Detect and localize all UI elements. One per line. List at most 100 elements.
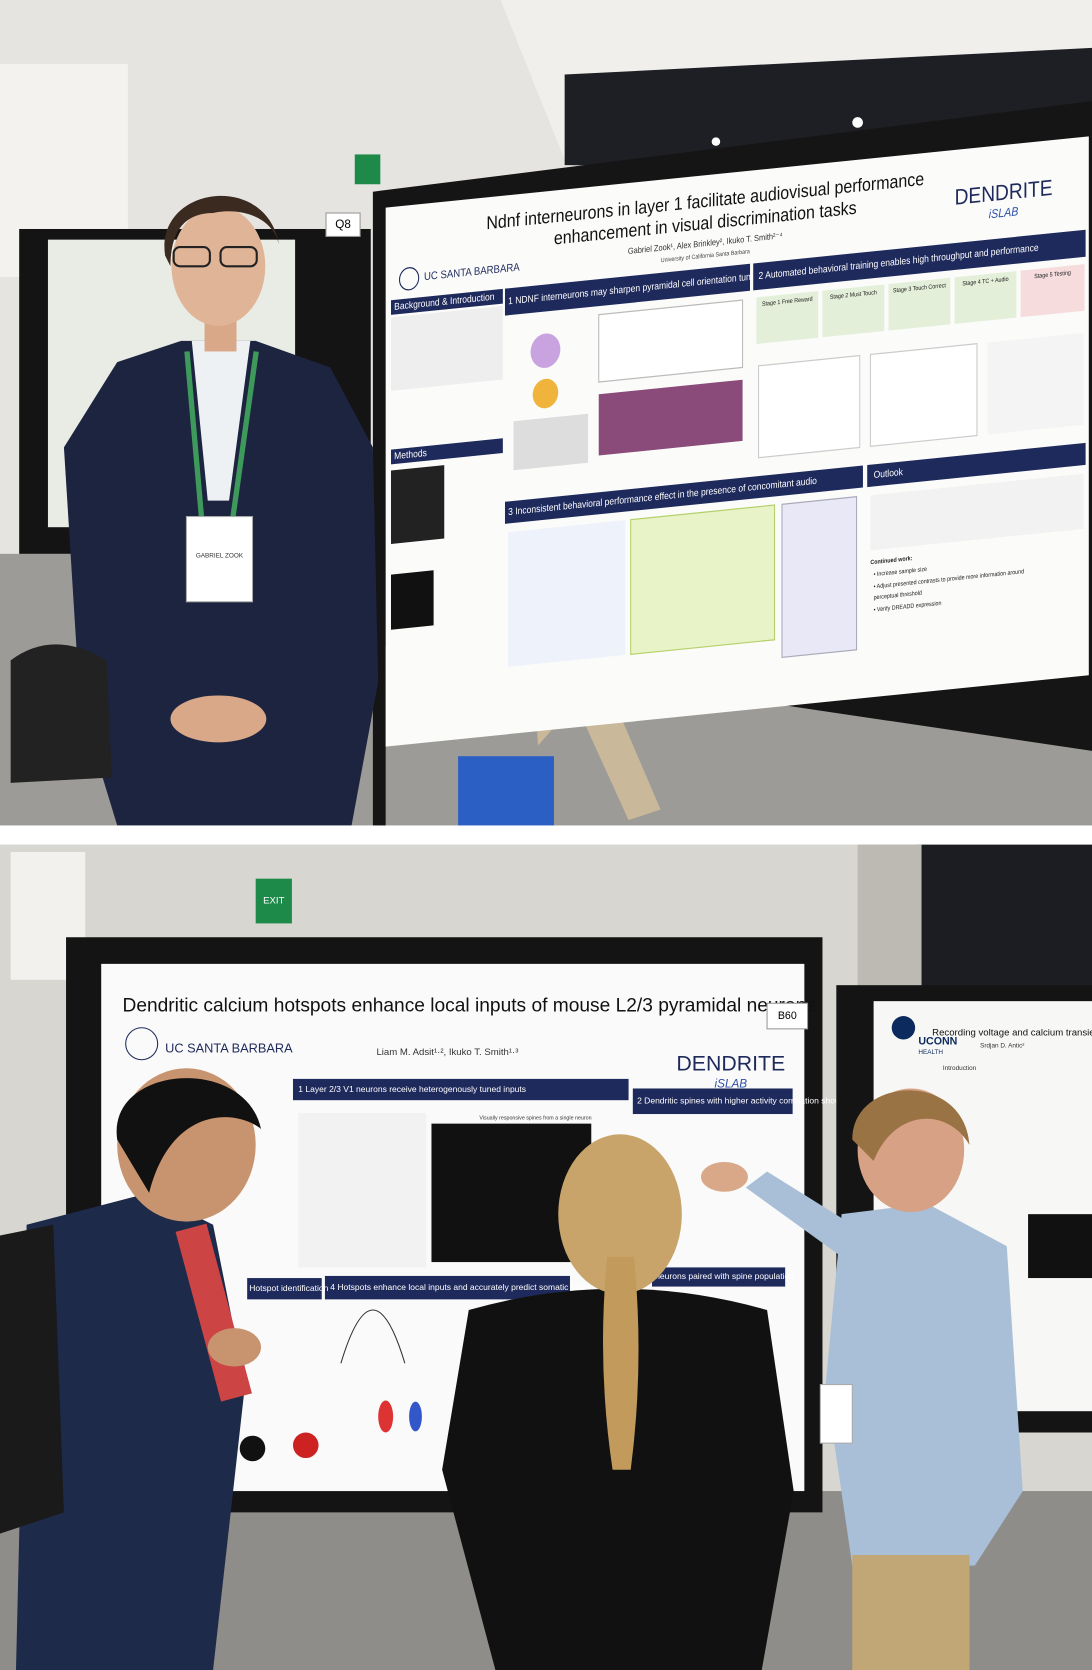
visitor-left [0,1068,262,1670]
neighbor-authors: Srdjan D. Antic² [980,1043,1024,1050]
figure [869,342,978,447]
figure [508,520,626,667]
hair [558,1134,682,1295]
shirt [825,1203,1023,1566]
section-header [753,229,1086,291]
section-header [324,1275,570,1300]
stage-box [756,291,819,344]
figure [1028,1214,1092,1279]
university: UC SANTA BARBARA [165,1040,293,1055]
pie [239,1435,266,1462]
trousers [852,1554,970,1670]
section-header [652,1267,786,1287]
shirt [442,1288,794,1670]
lanyard [184,351,205,522]
bullet: perceptual threshold [874,590,922,601]
stage-box [954,271,1017,324]
section-header [867,442,1086,488]
stage-label: Stage 4 TC + Audio [962,277,1008,288]
figure [781,496,858,659]
stages: Stage 1 Free Reward Stage 2 Must Touch S… [756,264,1085,344]
presenter [701,1088,1023,1670]
lanyard [229,351,259,521]
figure [630,504,776,656]
exit-sign [354,154,381,185]
stage-box [1020,264,1085,318]
backpack [0,1224,64,1534]
text-block [870,473,1084,551]
presenter: GABRIEL ZOOK [63,195,379,826]
stage-box [888,277,951,331]
university-sub: HEALTH [918,1049,943,1056]
panel-label: Visually responsive spines from a single… [479,1116,591,1122]
face [171,206,266,326]
sleeve [745,1171,853,1257]
table [513,413,589,471]
jacket [15,1192,246,1670]
seal [398,267,420,291]
glasses [219,246,258,268]
lab-name: DENDRITE [676,1052,785,1076]
sign [325,212,361,237]
violin [378,1400,394,1433]
badge [185,516,254,603]
figure [987,332,1084,435]
hair [852,1090,970,1161]
stage-label: Stage 2 Must Touch [830,290,877,301]
stage-label: Stage 1 Free Reward [762,296,813,308]
exit-sign [255,878,292,924]
section-header [390,438,503,465]
badge-name: GABRIEL ZOOK [196,553,244,560]
section-title: Hotspot identification [249,1283,328,1293]
light [852,117,863,128]
section-header [292,1078,629,1101]
bag [458,756,554,826]
hand [701,1161,748,1192]
continued-work: Continued work: [870,556,912,567]
figure [390,465,445,544]
section-title: 1 Layer 2/3 V1 neurons receive heterogen… [298,1084,526,1094]
section-header [247,1278,322,1300]
ceiling-dark [916,844,1092,991]
hands [170,695,267,743]
shirt [191,340,251,501]
main-poster: Ndnf interneurons in layer 1 facilitate … [385,136,1089,747]
violin [409,1401,422,1432]
section-title: Methods [394,447,427,461]
lab-sub: iSLAB [715,1077,748,1090]
hand [207,1328,262,1367]
sign-text: B60 [778,1010,797,1022]
top-photo: Q8 Ndnf interneurons in layer 1 facilita… [0,0,1092,826]
poster-authors: Liam M. Adsit¹·², Ikuko T. Smith¹·³ [376,1047,518,1058]
glasses [172,246,211,268]
sign [766,1002,809,1030]
tuning-curve [340,1309,406,1364]
figure [390,570,434,630]
poster-title: Dendritic calcium hotspots enhance local… [123,996,816,1017]
heatmap [598,379,743,456]
neighbor-title: Recording voltage and calcium transients [932,1028,1092,1039]
bullet: • Increase sample size [874,567,927,579]
pie [292,1432,319,1459]
stage-label: Stage 5 Testing [1034,270,1071,280]
text-block [390,306,503,391]
hair [164,195,280,267]
sign-text: Q8 [335,218,351,231]
stage-label: Stage 3 Touch Correct [893,283,946,295]
traces [298,1112,427,1268]
figure [758,354,861,459]
section-title: 4 Hotspots enhance local inputs and accu… [330,1282,594,1292]
backpack [10,644,112,783]
bottom-photo: EXIT Dendritic calcium hotspots enhance … [0,844,1092,1670]
badge [819,1384,853,1444]
university: UCONN [918,1035,957,1047]
section-title: neurons paired with spine population [655,1271,794,1281]
section-header [632,1088,793,1115]
section-title: 2 Dendritic spines with higher activity … [637,1096,929,1106]
seal [125,1027,159,1061]
stage-box [822,284,885,338]
diagram [530,333,561,368]
exit-text: EXIT [263,896,284,907]
figure [598,299,744,383]
